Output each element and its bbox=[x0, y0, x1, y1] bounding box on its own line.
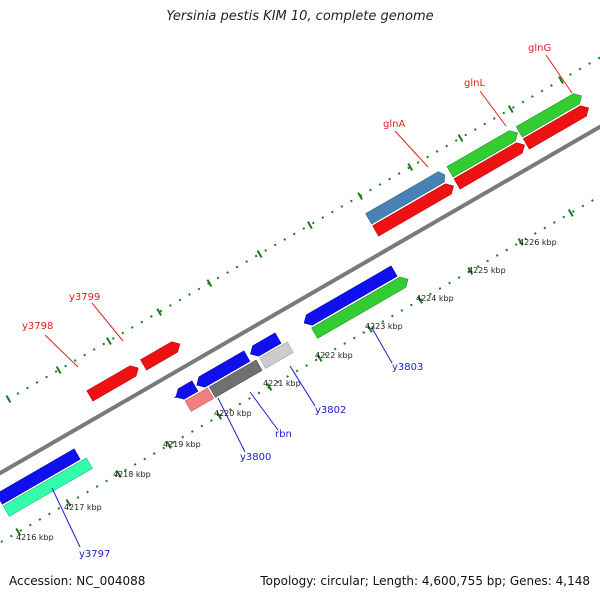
tick-label-4225: 4225 kbp bbox=[468, 266, 506, 275]
tick-label-4216: 4216 kbp bbox=[16, 533, 54, 542]
major-tick bbox=[15, 527, 22, 536]
tick-label-4221: 4221 kbp bbox=[263, 379, 301, 388]
major-tick bbox=[467, 266, 474, 275]
leader-y3798 bbox=[44, 334, 79, 368]
major-tick bbox=[256, 250, 263, 259]
major-tick bbox=[156, 308, 163, 317]
leader-glnG bbox=[545, 54, 573, 94]
label-y3802[interactable]: y3802 bbox=[315, 405, 346, 416]
major-tick bbox=[166, 440, 172, 449]
label-y3799[interactable]: y3799 bbox=[69, 292, 100, 303]
tick-label-4219: 4219 kbp bbox=[163, 440, 201, 449]
gene-glnG-red[interactable] bbox=[522, 103, 591, 150]
gene-y3797-cyan[interactable] bbox=[2, 457, 93, 517]
gene-rbn-gray[interactable] bbox=[209, 359, 263, 398]
gene-y3802-blue[interactable] bbox=[247, 332, 282, 359]
gene-y3800-blue[interactable] bbox=[173, 380, 199, 402]
major-tick bbox=[567, 208, 574, 217]
major-tick bbox=[266, 382, 273, 391]
major-tick bbox=[417, 295, 423, 304]
leader-y3802 bbox=[289, 365, 316, 407]
major-tick bbox=[65, 498, 72, 507]
gene-y3797-blue[interactable] bbox=[0, 448, 81, 505]
major-tick bbox=[357, 192, 363, 201]
gene-glnA-red[interactable] bbox=[372, 181, 457, 237]
major-tick bbox=[558, 76, 564, 85]
gene-y3800-pink[interactable] bbox=[184, 387, 214, 412]
major-tick bbox=[407, 163, 414, 172]
label-glnL[interactable]: glnL bbox=[464, 78, 485, 89]
label-y3798[interactable]: y3798 bbox=[22, 321, 53, 332]
gene-y3803-green[interactable] bbox=[311, 274, 412, 339]
major-tick bbox=[106, 337, 112, 346]
inner-ticks bbox=[15, 208, 574, 536]
leader-y3800 bbox=[217, 397, 246, 453]
tick-label-4222: 4222 kbp bbox=[315, 351, 353, 360]
major-tick bbox=[517, 237, 524, 246]
major-tick bbox=[316, 353, 323, 362]
leader-y3803 bbox=[371, 327, 393, 364]
tick-label-4226: 4226 kbp bbox=[519, 238, 557, 247]
gene-y3803-blue[interactable] bbox=[301, 265, 398, 328]
leader-rbn bbox=[249, 391, 279, 431]
tick-label-4218: 4218 kbp bbox=[113, 470, 151, 479]
major-tick bbox=[366, 324, 373, 333]
inner-dotted-line bbox=[0, 151, 600, 543]
leader-glnA bbox=[394, 130, 429, 168]
leader-glnL bbox=[479, 90, 507, 127]
gene-rbn-blue[interactable] bbox=[194, 350, 251, 390]
gene-y3798-red[interactable] bbox=[86, 363, 141, 402]
major-tick bbox=[306, 221, 313, 230]
tick-label-4217: 4217 kbp bbox=[64, 503, 102, 512]
label-y3803[interactable]: y3803 bbox=[392, 362, 423, 373]
gene-y3799-red[interactable] bbox=[140, 339, 183, 371]
label-glnG[interactable]: glnG bbox=[528, 43, 551, 54]
gene-glnL-green[interactable] bbox=[446, 128, 521, 178]
accession-text: Accession: NC_004088 bbox=[9, 574, 146, 588]
leader-y3797 bbox=[51, 487, 81, 548]
genome-backbone bbox=[0, 98, 600, 492]
tick-label-4220: 4220 kbp bbox=[214, 409, 252, 418]
label-y3800[interactable]: y3800 bbox=[240, 452, 271, 463]
major-tick bbox=[115, 469, 122, 478]
gene-glnA-blue[interactable] bbox=[365, 170, 448, 225]
major-tick bbox=[55, 366, 62, 375]
tick-label-4223: 4223 kbp bbox=[365, 322, 403, 331]
gene-glnL-red[interactable] bbox=[453, 140, 528, 190]
label-rbn[interactable]: rbn bbox=[275, 429, 292, 440]
major-tick bbox=[457, 134, 464, 143]
outer-ticks bbox=[5, 76, 564, 404]
tick-label-4224: 4224 kbp bbox=[416, 294, 454, 303]
outer-dotted-line bbox=[0, 47, 600, 439]
label-y3797[interactable]: y3797 bbox=[79, 549, 110, 560]
major-tick bbox=[206, 279, 213, 288]
major-tick bbox=[5, 395, 12, 404]
major-tick bbox=[216, 411, 223, 420]
genome-summary-text: Topology: circular; Length: 4,600,755 bp… bbox=[260, 574, 590, 588]
label-glnA[interactable]: glnA bbox=[383, 119, 405, 130]
gene-y3802-lightgray[interactable] bbox=[259, 341, 294, 369]
map-title: Yersinia pestis KIM 10, complete genome bbox=[166, 9, 434, 24]
major-tick bbox=[507, 105, 514, 114]
leader-y3799 bbox=[91, 302, 124, 342]
gene-glnG-green[interactable] bbox=[515, 91, 584, 138]
